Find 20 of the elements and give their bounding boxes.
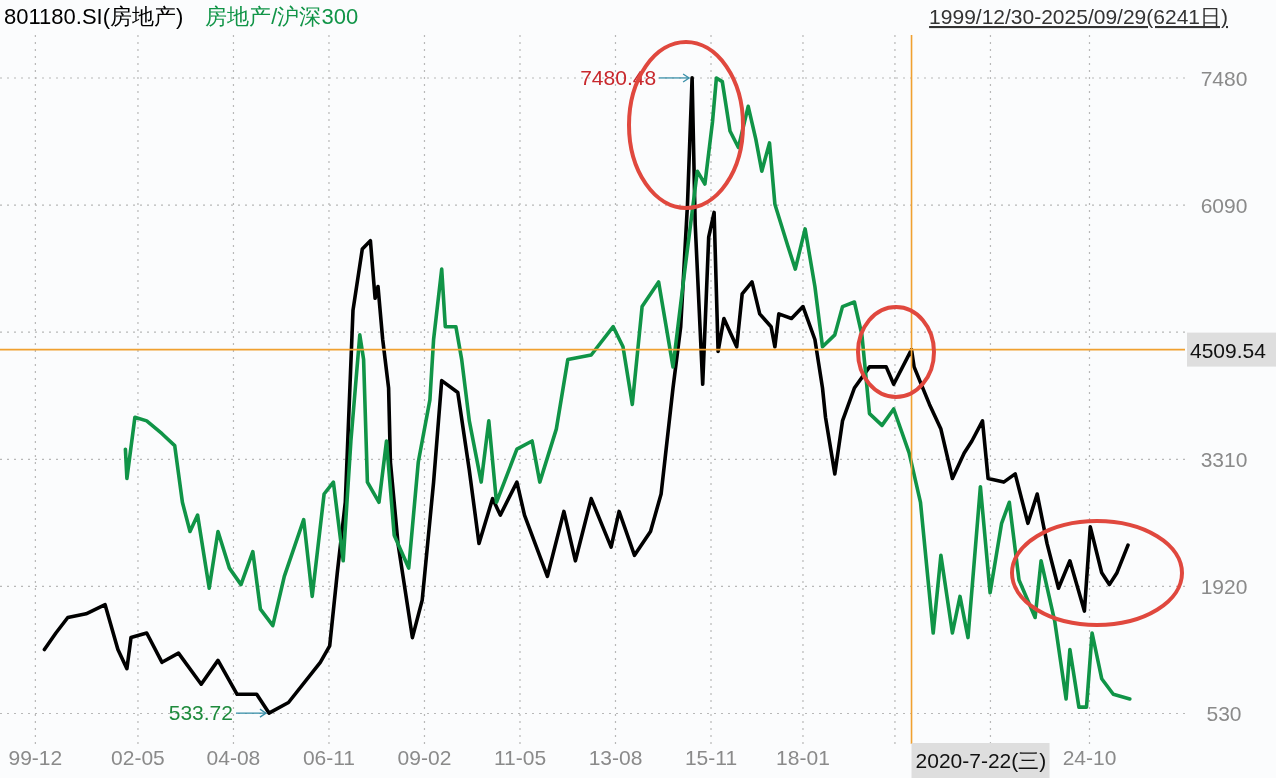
text: 1999/12/30-2025/09/29(6241日): [929, 5, 1228, 28]
x-tick-label: 06-11: [302, 746, 356, 769]
x-tick-label: 24-10: [1062, 746, 1117, 769]
y-tick-label: 530: [1206, 702, 1242, 726]
y-tick-label: 3310: [1200, 448, 1248, 472]
x-tick-label: 02-05: [111, 746, 165, 769]
y-tick-label: 7480: [1200, 66, 1248, 90]
series-names: 801180.SI(房地产) 房地产/沪深300: [4, 4, 359, 29]
x-tick-label: 15-11: [684, 746, 738, 769]
x-tick-label: 11-05: [493, 746, 547, 769]
y-tick-label: 6090: [1200, 194, 1248, 218]
annotation: 533.72: [168, 701, 233, 725]
x-tick-label: 04-08: [206, 746, 261, 769]
x-tick-label: 18-01: [776, 746, 830, 769]
ref-line-label: 2020-7-22(三): [915, 749, 1047, 772]
ref-line-label: 4509.54: [1190, 338, 1267, 362]
y-tick-label: 1920: [1200, 575, 1248, 599]
x-tick-label: 09-02: [397, 746, 452, 769]
x-tick-label: 13-08: [588, 746, 643, 769]
x-tick-label: 99-12: [8, 746, 63, 769]
